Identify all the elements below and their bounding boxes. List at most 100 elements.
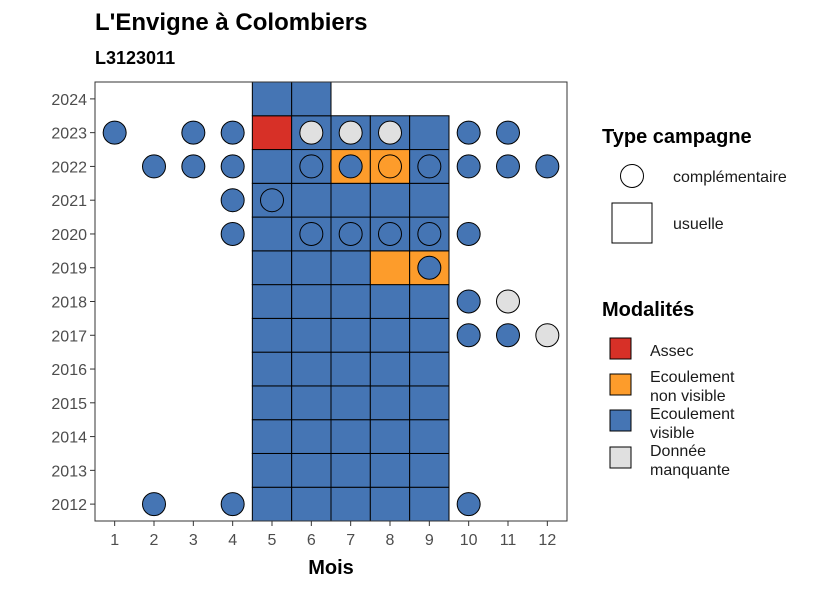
tile-2015-7	[330, 385, 371, 421]
point-2023-11	[496, 120, 520, 145]
point-2017-10	[456, 323, 481, 348]
y-tick-label-2023: 2023	[51, 126, 87, 143]
point-2021-4	[220, 188, 245, 213]
y-tick-label-2016: 2016	[51, 362, 87, 379]
tile-2019-5	[251, 250, 293, 286]
legend-key-visible	[609, 409, 632, 432]
tile-2022-5	[251, 149, 293, 184]
tile-2013-5	[251, 452, 293, 488]
x-axis: 1 2 3 4 5 6 7 8 9 10 11 12	[110, 521, 556, 549]
y-tick-label-2013: 2013	[51, 463, 87, 480]
tile-2018-9	[409, 284, 450, 319]
tile-2012-7	[330, 486, 371, 522]
legend-label-usuelle: usuelle	[673, 216, 724, 233]
tile-2024-6	[291, 81, 332, 117]
tile-2024-5	[251, 81, 293, 117]
tile-2017-6	[291, 317, 332, 353]
legend-key-non_visible	[609, 373, 632, 396]
y-tick-label-2018: 2018	[51, 295, 87, 312]
point-2012-2	[142, 492, 166, 517]
point-2018-11	[496, 289, 520, 314]
complementaire-points	[102, 120, 560, 517]
tile-2023-9	[409, 115, 450, 151]
point-2017-11	[496, 323, 520, 348]
y-tick-label-2020: 2020	[51, 227, 87, 244]
chart-title: L'Envigne à Colombiers	[95, 9, 367, 36]
y-tick-label-2012: 2012	[51, 497, 87, 514]
tile-2021-6	[291, 182, 332, 218]
x-tick-label-1: 1	[110, 532, 119, 549]
y-tick-label-2019: 2019	[51, 261, 87, 278]
point-2023-7	[338, 120, 363, 145]
plot-area	[94, 81, 568, 522]
point-2022-8	[378, 154, 402, 179]
point-2023-1	[102, 120, 127, 145]
usuelle-tiles	[251, 81, 450, 522]
legend-key-assec	[609, 337, 632, 360]
tile-2019-6	[291, 250, 332, 286]
x-tick-label-8: 8	[386, 532, 395, 549]
point-2022-3	[181, 154, 206, 179]
tile-2014-8	[369, 419, 411, 454]
point-2022-10	[456, 154, 481, 179]
x-tick-label-3: 3	[189, 532, 198, 549]
tile-2016-7	[330, 351, 371, 387]
legend-label-non_visible-0: Ecoulement	[650, 369, 735, 386]
tile-2018-8	[369, 284, 411, 319]
point-2012-4	[220, 492, 245, 517]
point-2023-10	[456, 120, 481, 145]
tile-2021-9	[409, 182, 450, 218]
point-2022-4	[220, 154, 245, 179]
x-tick-label-7: 7	[346, 532, 355, 549]
tile-2012-8	[369, 486, 411, 522]
x-tick-label-2: 2	[150, 532, 159, 549]
y-tick-label-2024: 2024	[51, 92, 87, 109]
tile-2021-8	[369, 182, 411, 218]
legend-shape-title: Type campagne	[602, 126, 752, 148]
tile-2018-5	[251, 284, 293, 319]
tile-2020-5	[251, 216, 293, 252]
x-tick-label-12: 12	[538, 532, 556, 549]
point-2020-4	[220, 221, 245, 246]
point-2023-8	[378, 120, 402, 145]
tile-2012-5	[251, 486, 293, 522]
x-tick-label-10: 10	[460, 532, 478, 549]
point-2023-4	[220, 120, 245, 145]
point-2012-10	[456, 492, 481, 517]
tile-2013-7	[330, 452, 371, 488]
tile-2017-7	[330, 317, 371, 353]
point-2020-6	[299, 221, 324, 246]
tile-2017-9	[409, 317, 450, 353]
legend-label-manquante-1: manquante	[650, 462, 730, 479]
tile-2019-8	[369, 250, 411, 286]
tile-2014-9	[409, 419, 450, 454]
tile-2013-8	[369, 452, 411, 488]
tile-2016-5	[251, 351, 293, 387]
tile-2013-6	[291, 452, 332, 488]
tile-2016-6	[291, 351, 332, 387]
tile-2014-5	[251, 419, 293, 454]
legend-label-non_visible-1: non visible	[650, 388, 726, 405]
x-tick-label-6: 6	[307, 532, 316, 549]
tile-2023-5	[251, 115, 293, 151]
tile-2013-9	[409, 452, 450, 488]
point-2023-3	[181, 120, 206, 145]
point-2022-7	[338, 154, 363, 179]
legend-circle-symbol	[620, 164, 644, 188]
tile-2021-7	[330, 182, 371, 218]
point-2023-6	[299, 120, 324, 145]
point-2020-8	[378, 221, 402, 246]
tile-2015-9	[409, 385, 450, 421]
legend-fill-title: Modalités	[602, 299, 694, 321]
tile-2016-8	[369, 351, 411, 387]
legend-key-manquante	[609, 446, 632, 469]
tile-2014-7	[330, 419, 371, 454]
x-tick-label-9: 9	[425, 532, 434, 549]
tile-2017-5	[251, 317, 293, 353]
y-tick-label-2021: 2021	[51, 193, 87, 210]
tile-2014-6	[291, 419, 332, 454]
point-2020-9	[417, 221, 442, 246]
x-tick-label-5: 5	[268, 532, 277, 549]
